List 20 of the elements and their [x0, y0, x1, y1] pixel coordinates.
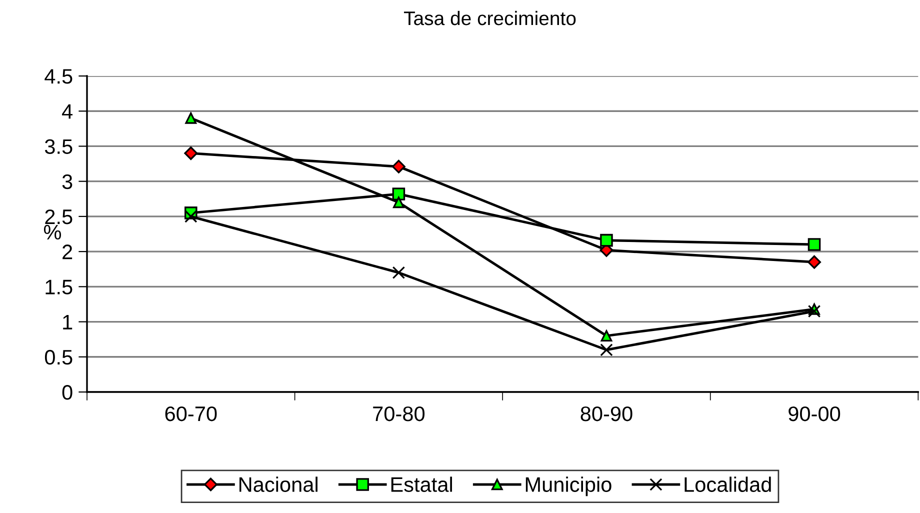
y-tick-label: 3.5 — [44, 139, 72, 154]
y-tick-label: 1.5 — [46, 280, 72, 294]
legend-label: Nacional — [239, 476, 318, 492]
y-tick-label: 1 — [63, 314, 72, 330]
y-tick-label: 0.5 — [44, 350, 72, 365]
y-tick-label: 2.5 — [45, 209, 72, 224]
chart-title: Tasa de crecimiento — [404, 10, 576, 26]
y-tick-label: 4 — [62, 104, 72, 119]
legend-label: Estatal — [391, 476, 452, 492]
legend-label: Municipio — [526, 476, 612, 496]
y-tick-label: 2 — [62, 244, 72, 260]
y-axis-title: % — [44, 224, 62, 240]
y-tick-label: 4.5 — [44, 69, 72, 84]
y-tick-label: 3 — [62, 174, 72, 190]
x-tick-label: 70-80 — [373, 406, 425, 422]
y-tick-label: 0 — [62, 385, 72, 400]
x-tick-label: 60-70 — [165, 406, 217, 422]
x-tick-label: 90-00 — [788, 406, 840, 422]
legend-label: Localidad — [684, 476, 771, 492]
x-tick-label: 80-90 — [580, 406, 632, 422]
